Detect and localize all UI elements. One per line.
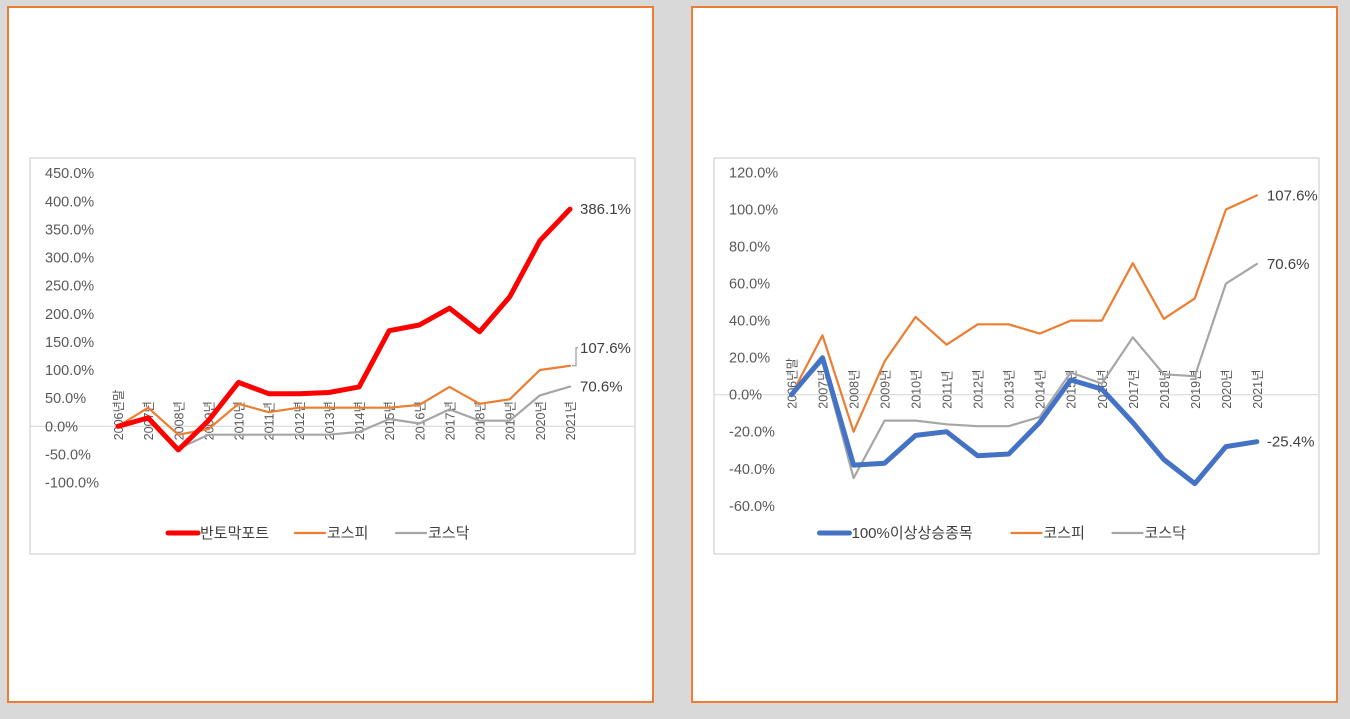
svg-text:2020년: 2020년 [534, 401, 548, 440]
svg-text:2013년: 2013년 [1003, 369, 1017, 408]
svg-text:-60.0%: -60.0% [729, 499, 775, 515]
svg-text:70.6%: 70.6% [1267, 256, 1310, 273]
svg-text:250.0%: 250.0% [45, 279, 94, 295]
svg-text:150.0%: 150.0% [45, 335, 94, 351]
svg-text:2006년말: 2006년말 [112, 389, 126, 440]
svg-text:100.0%: 100.0% [45, 363, 94, 379]
svg-text:2008년: 2008년 [848, 369, 862, 408]
svg-text:2021년: 2021년 [1251, 369, 1265, 408]
svg-text:40.0%: 40.0% [729, 314, 770, 330]
svg-text:-50.0%: -50.0% [45, 447, 91, 463]
svg-text:70.6%: 70.6% [580, 379, 623, 396]
svg-text:2021년: 2021년 [564, 401, 578, 440]
svg-text:2017년: 2017년 [444, 401, 458, 440]
svg-text:400.0%: 400.0% [45, 194, 94, 210]
svg-text:450.0%: 450.0% [45, 166, 94, 182]
svg-text:80.0%: 80.0% [729, 240, 770, 256]
svg-text:2009년: 2009년 [879, 369, 893, 408]
svg-text:코스닥: 코스닥 [1145, 525, 1187, 542]
svg-text:200.0%: 200.0% [45, 307, 94, 323]
svg-text:50.0%: 50.0% [45, 391, 86, 407]
svg-text:코스피: 코스피 [1044, 525, 1085, 542]
svg-text:20.0%: 20.0% [729, 351, 770, 367]
svg-text:60.0%: 60.0% [729, 277, 770, 293]
svg-text:0.0%: 0.0% [729, 388, 762, 404]
svg-text:코스닥: 코스닥 [428, 525, 470, 542]
svg-text:코스피: 코스피 [327, 525, 368, 542]
svg-text:-40.0%: -40.0% [729, 462, 775, 478]
svg-text:0.0%: 0.0% [45, 419, 78, 435]
svg-text:2020년: 2020년 [1220, 369, 1234, 408]
svg-text:2017년: 2017년 [1127, 369, 1141, 408]
svg-text:120.0%: 120.0% [729, 165, 778, 181]
svg-text:2012년: 2012년 [972, 369, 986, 408]
svg-text:107.6%: 107.6% [1267, 187, 1318, 204]
svg-text:100.0%: 100.0% [729, 203, 778, 219]
svg-text:2010년: 2010년 [910, 369, 924, 408]
svg-text:386.1%: 386.1% [580, 201, 631, 218]
svg-text:100%이상상승종목: 100%이상상승종목 [852, 525, 973, 542]
svg-text:반토막포트: 반토막포트 [200, 525, 269, 542]
svg-text:-20.0%: -20.0% [729, 425, 775, 441]
svg-text:350.0%: 350.0% [45, 222, 94, 238]
svg-text:107.6%: 107.6% [580, 340, 631, 357]
svg-text:2014년: 2014년 [1034, 369, 1048, 408]
svg-text:-100.0%: -100.0% [45, 476, 99, 492]
svg-text:-25.4%: -25.4% [1267, 434, 1315, 451]
svg-text:2011년: 2011년 [941, 370, 955, 408]
svg-text:300.0%: 300.0% [45, 251, 94, 267]
